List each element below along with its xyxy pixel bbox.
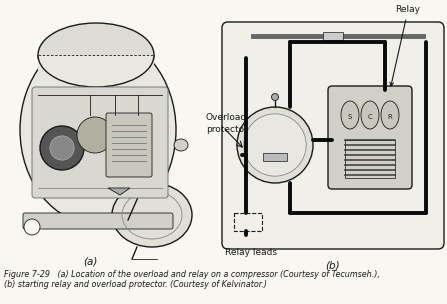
Text: protector: protector (206, 125, 248, 133)
FancyBboxPatch shape (32, 87, 168, 198)
Circle shape (271, 94, 278, 101)
Ellipse shape (361, 101, 379, 129)
FancyBboxPatch shape (328, 86, 412, 189)
Text: Relay leads: Relay leads (225, 248, 277, 257)
Text: S: S (348, 114, 352, 120)
Circle shape (50, 136, 74, 160)
Circle shape (244, 114, 306, 176)
Circle shape (40, 126, 84, 170)
Ellipse shape (112, 183, 192, 247)
Text: R: R (388, 114, 392, 120)
Ellipse shape (38, 23, 154, 87)
Ellipse shape (20, 35, 176, 225)
Text: Relay: Relay (390, 5, 421, 86)
Text: C: C (367, 114, 372, 120)
Circle shape (77, 117, 113, 153)
Bar (323, 32, 343, 40)
Ellipse shape (341, 101, 359, 129)
Ellipse shape (381, 101, 399, 129)
FancyBboxPatch shape (222, 22, 444, 249)
Text: (b) starting relay and overload protector. (Courtesy of Kelvinator.): (b) starting relay and overload protecto… (4, 280, 267, 289)
Text: Overload: Overload (206, 112, 247, 122)
Bar (345, 140, 395, 178)
Polygon shape (108, 188, 130, 195)
Circle shape (24, 219, 40, 235)
Circle shape (237, 107, 313, 183)
Text: (a): (a) (83, 256, 97, 266)
FancyBboxPatch shape (23, 213, 173, 229)
Text: (b): (b) (326, 261, 340, 271)
Text: Figure 7-29   (a) Location of the overload and relay on a compressor (Courtesy o: Figure 7-29 (a) Location of the overload… (4, 270, 380, 279)
Bar (263, 153, 287, 161)
Ellipse shape (174, 139, 188, 151)
Bar (234, 213, 262, 231)
FancyBboxPatch shape (106, 113, 152, 177)
Bar (38, 55, 154, 92)
